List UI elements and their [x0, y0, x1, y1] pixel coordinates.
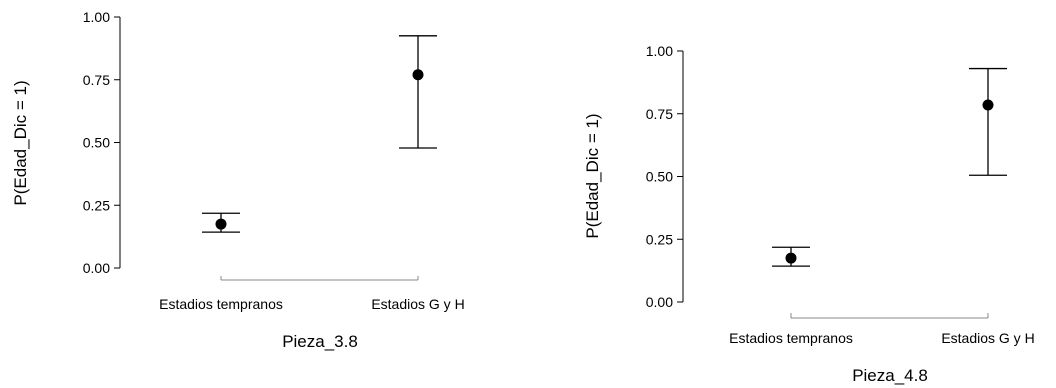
chart-panel-pieza-3-8: 0.00 0.25 0.50 0.75 1.00 P(Edad_Dic = 1) Estad… — [11, 9, 465, 351]
y-tick-label: 0.25 — [646, 231, 673, 247]
y-axis-title: P(Edad_Dic = 1) — [583, 113, 602, 238]
x-category-label: Estadios G y H — [941, 330, 1034, 346]
y-tick-label: 0.00 — [646, 294, 673, 310]
chart-panel-pieza-4-8: 0.00 0.25 0.50 0.75 1.00 P(Edad_Dic = 1) Estad… — [583, 43, 1035, 385]
x-category-label: Estadios tempranos — [159, 296, 283, 312]
data-point — [982, 99, 994, 111]
data-point — [215, 218, 227, 230]
y-tick-label: 0.50 — [646, 169, 673, 185]
y-tick-label: 0.50 — [83, 135, 110, 151]
x-axis-title: Pieza_4.8 — [852, 366, 928, 385]
y-tick-label: 1.00 — [646, 43, 673, 59]
data-point — [412, 69, 424, 81]
x-axis-title: Pieza_3.8 — [282, 332, 358, 351]
y-axis-title: P(Edad_Dic = 1) — [11, 80, 30, 205]
x-category-label: Estadios tempranos — [729, 330, 853, 346]
y-tick-label: 0.25 — [83, 197, 110, 213]
y-tick-label: 0.75 — [646, 106, 673, 122]
y-tick-label: 1.00 — [83, 9, 110, 25]
x-category-label: Estadios G y H — [371, 296, 464, 312]
y-tick-label: 0.00 — [83, 260, 110, 276]
data-point — [785, 252, 797, 264]
y-tick-label: 0.75 — [83, 72, 110, 88]
